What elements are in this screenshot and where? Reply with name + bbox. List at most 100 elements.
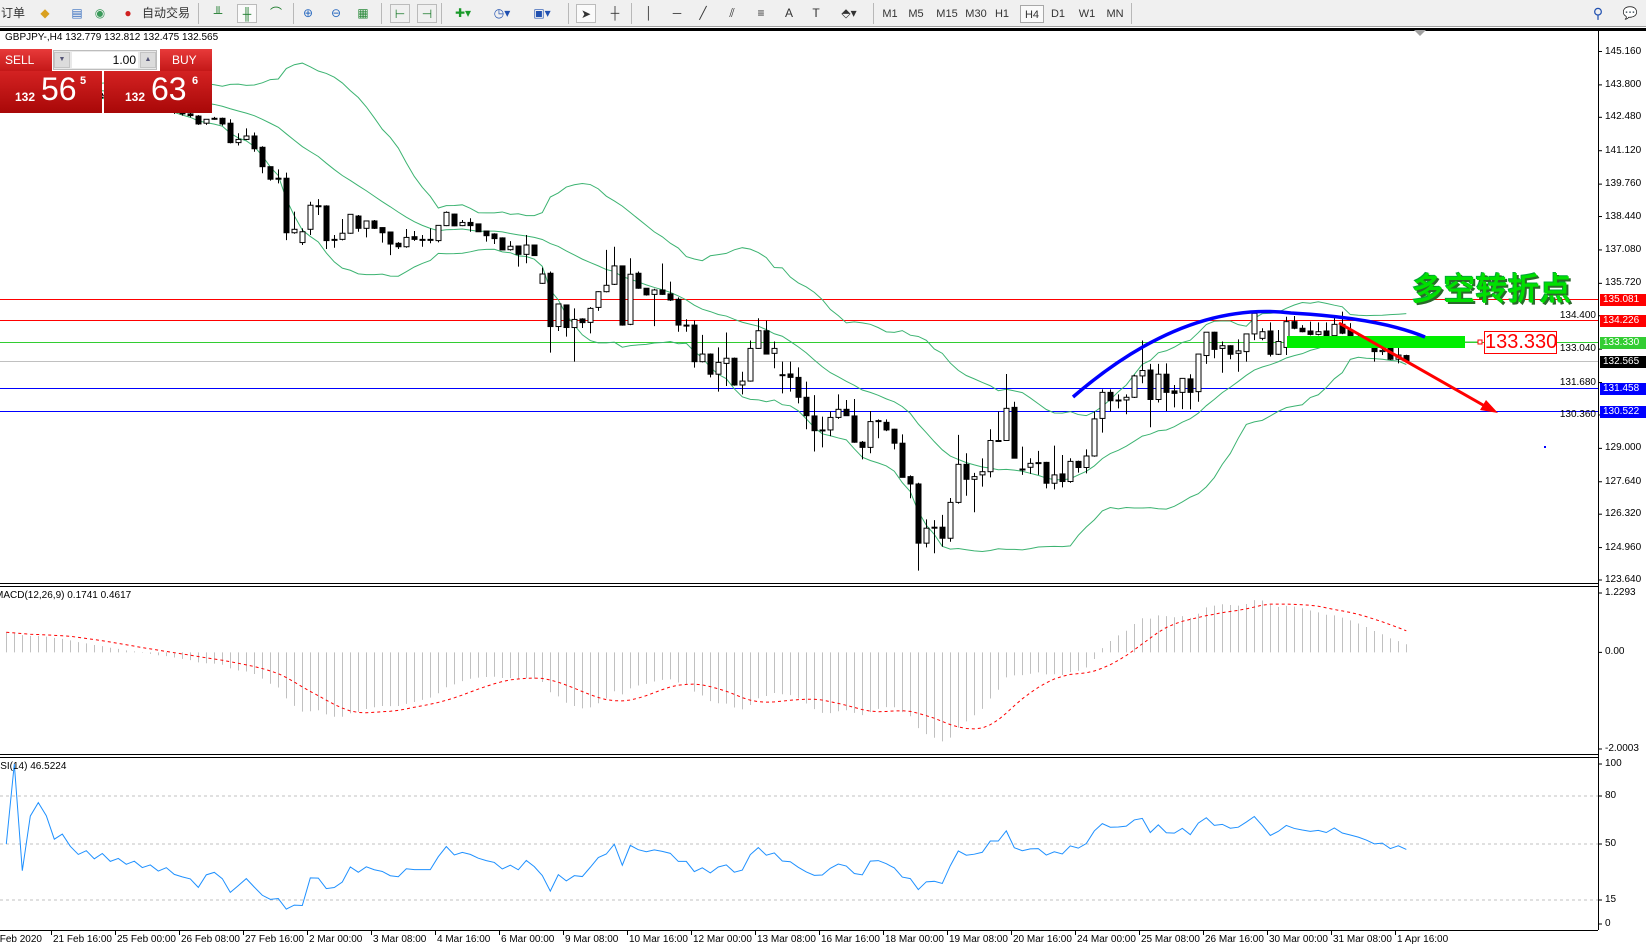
turning-zone-rectangle[interactable] <box>1287 336 1465 348</box>
candle-body-bull <box>1099 391 1106 419</box>
candle-body-bull <box>1083 455 1090 469</box>
timeframe-d1[interactable]: D1 <box>1050 8 1066 20</box>
chat-icon[interactable]: 💬 <box>1622 6 1638 20</box>
red-arrow-line[interactable] <box>1338 321 1491 411</box>
timeframe-h1[interactable]: H1 <box>994 8 1010 20</box>
timeframe-m1[interactable]: M1 <box>882 8 898 20</box>
line-chart-icon[interactable]: ⌒ <box>269 6 282 20</box>
candle <box>819 416 826 448</box>
candle <box>195 115 202 125</box>
timeframe-h4[interactable]: H4 <box>1020 5 1044 23</box>
rsi-indicator <box>0 763 1598 910</box>
timeframe-mn[interactable]: MN <box>1106 8 1124 20</box>
candle <box>403 229 410 248</box>
buy-button[interactable]: BUY <box>160 49 212 71</box>
timeframe-w1[interactable]: W1 <box>1078 8 1096 20</box>
panel-frames <box>0 30 1599 931</box>
horizontal-line-icon[interactable]: ─ <box>672 6 682 20</box>
arrows-icon[interactable]: ⬘▾ <box>841 6 857 20</box>
candle-body-bull <box>331 238 338 241</box>
chart-shift-icon[interactable]: ⊢ <box>390 4 410 23</box>
candle <box>259 146 266 174</box>
time-axis-label: 31 Mar 08:00 <box>1333 934 1392 945</box>
chart-header: GBPJPY-,H4 132.779 132.812 132.475 132.5… <box>5 32 218 43</box>
candle <box>411 231 418 241</box>
text-label-icon[interactable]: T <box>812 6 820 20</box>
zoom-in-icon[interactable]: ⊕ <box>302 6 314 20</box>
macd-label: MACD(12,26,9) 0.1741 0.4617 <box>0 590 132 601</box>
autoscroll-icon[interactable]: ⊣ <box>417 4 437 23</box>
autotrade-icon[interactable]: ● <box>124 6 132 20</box>
candle-body-bear <box>619 265 626 326</box>
candle-body-bear <box>1291 321 1298 329</box>
chart-shift-marker[interactable] <box>1414 30 1426 36</box>
candle <box>219 117 226 126</box>
buy-price[interactable]: 132 63 6 <box>104 71 212 113</box>
templates-icon[interactable]: ▣▾ <box>533 6 551 20</box>
candle <box>1155 363 1162 403</box>
candle-body-bull <box>507 245 514 251</box>
candles <box>3 81 1410 571</box>
bollinger-lower-band <box>6 90 1407 553</box>
price-tag-131.458: 131.458 <box>1600 382 1646 395</box>
timeframe-m15[interactable]: M15 <box>936 8 958 20</box>
sell-button[interactable]: SELL <box>0 49 52 71</box>
crosshair-icon[interactable]: ┼ <box>610 6 620 20</box>
time-axis-label: 9 Mar 08:00 <box>565 934 619 945</box>
candle-body-bear <box>1147 369 1154 400</box>
lot-size-input[interactable] <box>72 52 138 68</box>
autotrade-button[interactable]: 自动交易 <box>141 6 190 20</box>
sell-price[interactable]: 132 56 5 <box>0 71 102 113</box>
candle <box>691 320 698 368</box>
tile-windows-icon[interactable]: ▦ <box>357 6 369 20</box>
label-anchor-marker[interactable] <box>1477 339 1483 345</box>
candle-body-bull <box>1283 321 1290 348</box>
search-icon[interactable]: ⚲ <box>1592 5 1604 21</box>
signals-icon[interactable]: ◉ <box>94 6 106 20</box>
new-order-button[interactable]: 订单 <box>0 6 25 20</box>
time-axis-label: 20 Mar 16:00 <box>1013 934 1072 945</box>
vertical-line-icon[interactable]: │ <box>645 6 653 20</box>
candle-body-bull <box>651 289 658 295</box>
zoom-out-icon[interactable]: ⊖ <box>330 6 342 20</box>
cursor-icon[interactable]: ➤ <box>576 4 596 23</box>
timeframe-m30[interactable]: M30 <box>965 8 987 20</box>
candle-body-bull <box>827 416 834 431</box>
candle <box>475 223 482 233</box>
time-axis-label: 10 Mar 16:00 <box>629 934 688 945</box>
blue-arc-curve[interactable] <box>1071 309 1426 399</box>
time-axis-label: 16 Mar 16:00 <box>821 934 880 945</box>
turning-point-title[interactable]: 多空转折点 <box>1412 272 1572 307</box>
trendline-icon[interactable]: ╱ <box>699 6 707 20</box>
lot-decrease-button[interactable]: ▼ <box>54 52 70 68</box>
text-icon[interactable]: A <box>784 6 793 20</box>
candle-body-bull <box>1251 312 1258 335</box>
candle-body-bear <box>355 215 362 229</box>
fibonacci-icon[interactable]: ≡ <box>757 6 765 20</box>
candle <box>1059 454 1066 488</box>
candle-body-bear <box>379 227 386 234</box>
one-click-trading-panel: SELL ▼ ▲ BUY 132 56 5 132 63 6 <box>0 49 212 113</box>
candle-body-bear <box>803 396 810 417</box>
candle-body-bull <box>1243 333 1250 353</box>
candle-body-bear <box>195 115 202 125</box>
candle-body-bull <box>955 463 962 503</box>
equidistant-channel-icon[interactable]: ⫽ <box>729 6 735 20</box>
candlestick-icon[interactable]: ╫ <box>237 4 257 23</box>
indicators-icon[interactable]: ✚▾ <box>454 6 472 20</box>
candle <box>1195 353 1202 402</box>
price-label-box[interactable]: 133.330 <box>1484 331 1558 354</box>
time-axis-label: 21 Feb 16:00 <box>53 934 112 945</box>
candle <box>539 267 546 284</box>
history-center-icon[interactable]: ◆ <box>40 6 50 20</box>
lot-increase-button[interactable]: ▲ <box>140 52 156 68</box>
bar-chart-icon[interactable]: ╨ <box>213 6 223 20</box>
timeframe-m5[interactable]: M5 <box>908 8 924 20</box>
candle <box>1227 345 1234 360</box>
candle-body-bear <box>795 376 802 398</box>
candle <box>547 271 554 353</box>
terminal-icon[interactable]: ▤ <box>71 6 83 20</box>
periods-icon[interactable]: ◷▾ <box>493 6 511 20</box>
price-axis-label: 127.640 <box>1605 475 1642 487</box>
